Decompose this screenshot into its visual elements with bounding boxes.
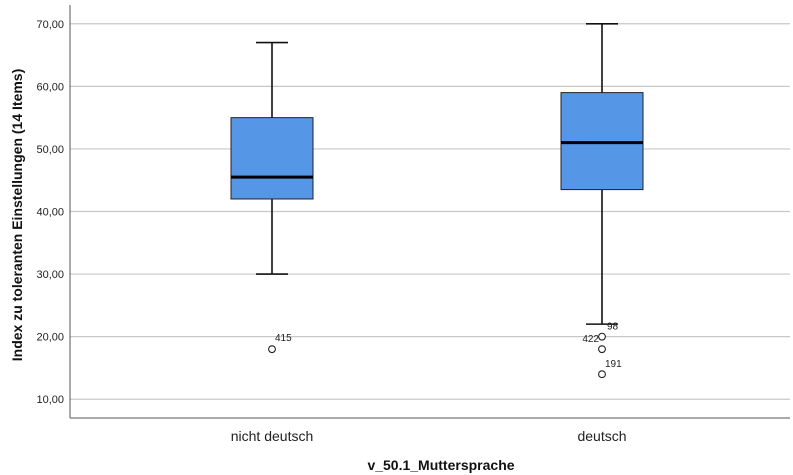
y-tick-label: 40,00 (36, 207, 64, 219)
iqr-box (230, 117, 314, 200)
outlier-label: 98 (607, 322, 619, 333)
y-tick-label: 30,00 (36, 269, 64, 281)
y-tick-label: 10,00 (36, 394, 64, 406)
x-axis-title: v_50.1_Muttersprache (367, 457, 514, 473)
iqr-box (560, 92, 644, 191)
y-tick-label: 60,00 (36, 81, 64, 93)
axes (69, 5, 790, 419)
y-axis-title: Index zu toleranten Einstellungen (14 It… (9, 69, 25, 362)
y-tick-labels: 10,00 20,00 30,00 40,00 50,00 60,00 70,00 (36, 19, 64, 406)
x-category-label: nicht deutsch (231, 428, 314, 444)
x-category-labels: nicht deutsch deutsch (231, 428, 627, 444)
outlier-label: 422 (582, 334, 599, 345)
outlier-point (598, 370, 606, 379)
y-tick-label: 50,00 (36, 144, 64, 156)
outlier-label: 191 (605, 359, 622, 370)
x-category-label: deutsch (577, 428, 626, 444)
outlier-point (598, 332, 606, 341)
outlier-label: 415 (275, 333, 292, 344)
y-tick-label: 20,00 (36, 332, 64, 344)
boxes: 415 98 422 191 (230, 22, 644, 379)
outlier-point (598, 345, 606, 354)
y-tick-label: 70,00 (36, 19, 64, 31)
outlier-point (268, 345, 276, 354)
gridlines (70, 23, 790, 400)
box-group: 415 (230, 41, 314, 354)
box-group: 98 422 191 (560, 22, 644, 379)
